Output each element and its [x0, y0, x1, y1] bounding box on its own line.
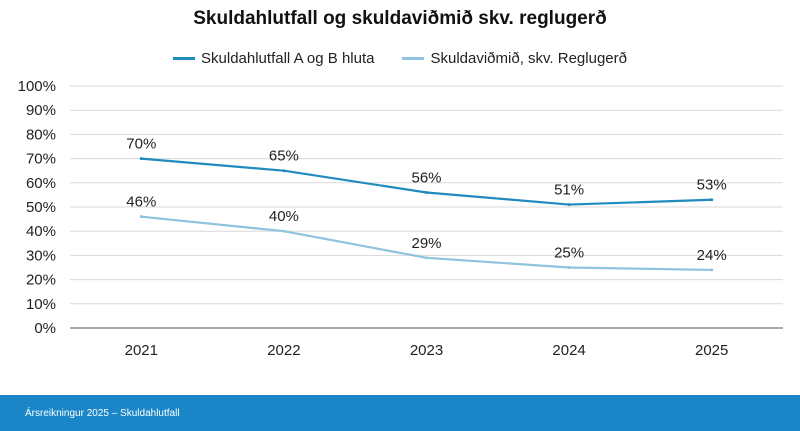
y-tick-label: 50% — [26, 199, 56, 216]
data-point — [425, 190, 428, 194]
data-label: 25% — [554, 245, 584, 262]
x-tick-label: 2022 — [267, 342, 300, 359]
y-tick-label: 40% — [26, 223, 56, 240]
y-tick-label: 20% — [26, 272, 56, 289]
y-tick-label: 100% — [18, 78, 56, 95]
y-tick-label: 80% — [26, 126, 56, 143]
data-point — [139, 157, 143, 161]
data-label: 65% — [269, 148, 299, 165]
y-tick-label: 70% — [26, 151, 56, 168]
y-tick-label: 90% — [26, 102, 56, 119]
data-point — [567, 266, 571, 269]
data-point — [710, 268, 714, 272]
data-label: 56% — [411, 169, 441, 186]
data-label: 46% — [126, 194, 156, 211]
data-label: 53% — [697, 177, 727, 194]
data-label: 40% — [269, 208, 299, 225]
data-point — [139, 215, 143, 219]
x-tick-label: 2023 — [410, 342, 443, 359]
data-point — [710, 198, 714, 202]
data-label: 24% — [697, 247, 727, 264]
footer-bar: Ársreikningur 2025 – Skuldahlutfall — [0, 395, 800, 431]
y-tick-label: 60% — [26, 175, 56, 192]
x-tick-label: 2024 — [552, 342, 585, 359]
footer-text: Ársreikningur 2025 – Skuldahlutfall — [25, 407, 180, 419]
line-chart: 0% 10% 20% 30% 40% 50% 60% 70% 80% 90% 100% 2021 202… — [18, 78, 783, 359]
x-tick-label: 2021 — [125, 342, 158, 359]
data-point — [282, 229, 286, 233]
x-tick-label: 2025 — [695, 342, 728, 359]
y-tick-label: 0% — [34, 320, 56, 337]
data-point — [567, 203, 571, 207]
data-label: 29% — [411, 235, 441, 252]
chart-title: Skuldahlutfall og skuldaviðmið skv. regl… — [193, 8, 607, 29]
data-label: 51% — [554, 182, 584, 199]
y-tick-label: 10% — [26, 296, 56, 313]
legend-swatch-series-1 — [173, 57, 196, 60]
legend-swatch-series-2 — [402, 57, 425, 60]
legend-label-series-1: Skuldahlutfall A og B hluta — [201, 50, 375, 67]
legend-item-series-2: Skuldaviðmið, skv. Reglugerð — [402, 50, 627, 67]
data-point — [282, 169, 286, 173]
data-point — [425, 256, 428, 260]
legend-label-series-2: Skuldaviðmið, skv. Reglugerð — [430, 50, 627, 67]
data-label: 70% — [126, 136, 156, 153]
y-tick-label: 30% — [26, 247, 56, 264]
legend: Skuldahlutfall A og B hluta Skuldaviðmið… — [0, 50, 800, 67]
legend-item-series-1: Skuldahlutfall A og B hluta — [173, 50, 374, 67]
